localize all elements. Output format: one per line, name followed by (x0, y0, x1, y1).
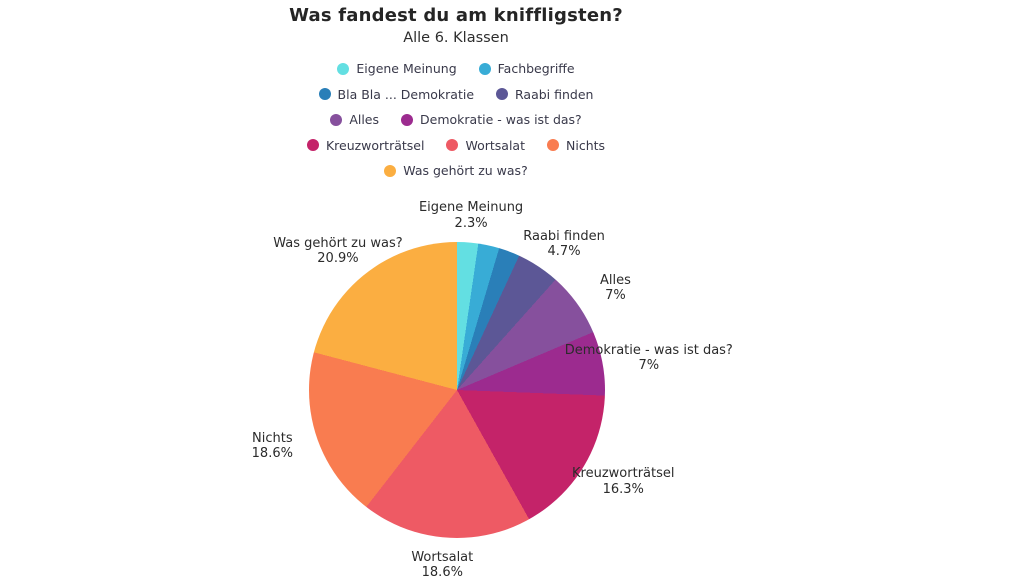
legend-item-label: Alles (349, 112, 380, 127)
slice-label-name: Eigene Meinung (418, 200, 524, 216)
slice-label-percent: 20.9% (317, 251, 359, 267)
legend-item[interactable]: Eigene Meinung (337, 61, 457, 76)
slice-label-name: Nichts (252, 431, 293, 447)
slice-label-percent: 16.3% (602, 481, 644, 497)
slice-label-name: Demokratie - was ist das? (564, 343, 733, 359)
legend-item-label: Raabi finden (515, 86, 594, 102)
legend-item[interactable]: Was gehört zu was? (384, 163, 528, 178)
slice-label-percent: 18.6% (251, 446, 293, 462)
slice-label: Nichts 18.6% (252, 431, 293, 461)
legend-item[interactable]: Alles (330, 112, 379, 127)
legend-color-dot-icon (446, 139, 459, 151)
legend-item-label: Bla Bla ... Demokratie (337, 86, 475, 102)
legend-item[interactable]: Wortsalat (446, 138, 525, 153)
slice-label-name: Alles (600, 272, 631, 288)
slice-label: Alles 7% (600, 273, 631, 303)
legend-item-label: Kreuzworträtsel (325, 137, 425, 153)
legend-row: Eigene Meinung Fachbegriffe (337, 61, 575, 76)
chart-subtitle: Alle 6. Klassen (403, 30, 509, 46)
slice-label-percent: 4.7% (547, 243, 581, 259)
slice-label-percent: 2.3% (454, 215, 488, 231)
legend-row: Bla Bla ... Demokratie Raabi finden (318, 86, 593, 102)
legend-color-dot-icon (496, 88, 509, 100)
slice-label-name: Wortsalat (411, 549, 474, 565)
legend-color-dot-icon (478, 62, 491, 75)
legend-item[interactable]: Kreuzworträtsel (306, 137, 425, 153)
pie-chart[interactable] (309, 242, 605, 538)
slice-label-name: Was gehört zu was? (273, 236, 403, 252)
legend-color-dot-icon (330, 113, 343, 126)
legend-item[interactable]: Nichts (547, 138, 605, 153)
slice-label: Wortsalat 18.6% (411, 549, 473, 576)
legend-row: Was gehört zu was? (384, 163, 528, 178)
slice-label: Demokratie - was ist das? 7% (565, 343, 733, 373)
slice-label-name: Raabi finden (523, 228, 605, 244)
slice-label: Was gehört zu was? 20.9% (273, 236, 402, 266)
legend-row: Kreuzworträtsel Wortsalat Nichts (306, 137, 605, 153)
legend-color-dot-icon (547, 139, 559, 151)
legend-row: Alles Demokratie - was ist das? (330, 112, 582, 127)
legend-color-dot-icon (384, 164, 397, 177)
legend-color-dot-icon (401, 113, 414, 126)
legend-item[interactable]: Bla Bla ... Demokratie (318, 86, 475, 102)
legend-item[interactable]: Raabi finden (496, 87, 593, 102)
slice-label-percent: 7% (605, 288, 626, 304)
pie-chart-figure: Was fandest du am kniffligsten? Alle 6. … (0, 5, 912, 576)
slice-label-percent: 18.6% (421, 564, 463, 576)
legend-item-label: Fachbegriffe (497, 61, 575, 76)
slice-label-name: Kreuzworträtsel (572, 466, 675, 482)
legend-item-label: Wortsalat (465, 137, 525, 153)
legend-color-dot-icon (318, 88, 331, 100)
slice-label: Kreuzworträtsel 16.3% (572, 466, 674, 496)
legend-item[interactable]: Fachbegriffe (478, 61, 575, 76)
legend-color-dot-icon (306, 139, 319, 151)
legend-item-label: Was gehört zu was? (403, 163, 528, 178)
legend-color-dot-icon (337, 62, 350, 75)
slice-label: Raabi finden 4.7% (523, 229, 605, 259)
legend-item[interactable]: Demokratie - was ist das? (401, 112, 582, 127)
legend-item-label: Nichts (566, 137, 606, 153)
legend-item-label: Demokratie - was ist das? (420, 112, 582, 127)
slice-label-percent: 7% (638, 358, 660, 374)
chart-title: Was fandest du am kniffligsten? (289, 5, 623, 26)
slice-label: Eigene Meinung 2.3% (419, 200, 523, 230)
legend-item-label: Eigene Meinung (356, 61, 457, 76)
chart-legend: Eigene Meinung Fachbegriffe Bla Bla ... De… (0, 61, 912, 178)
